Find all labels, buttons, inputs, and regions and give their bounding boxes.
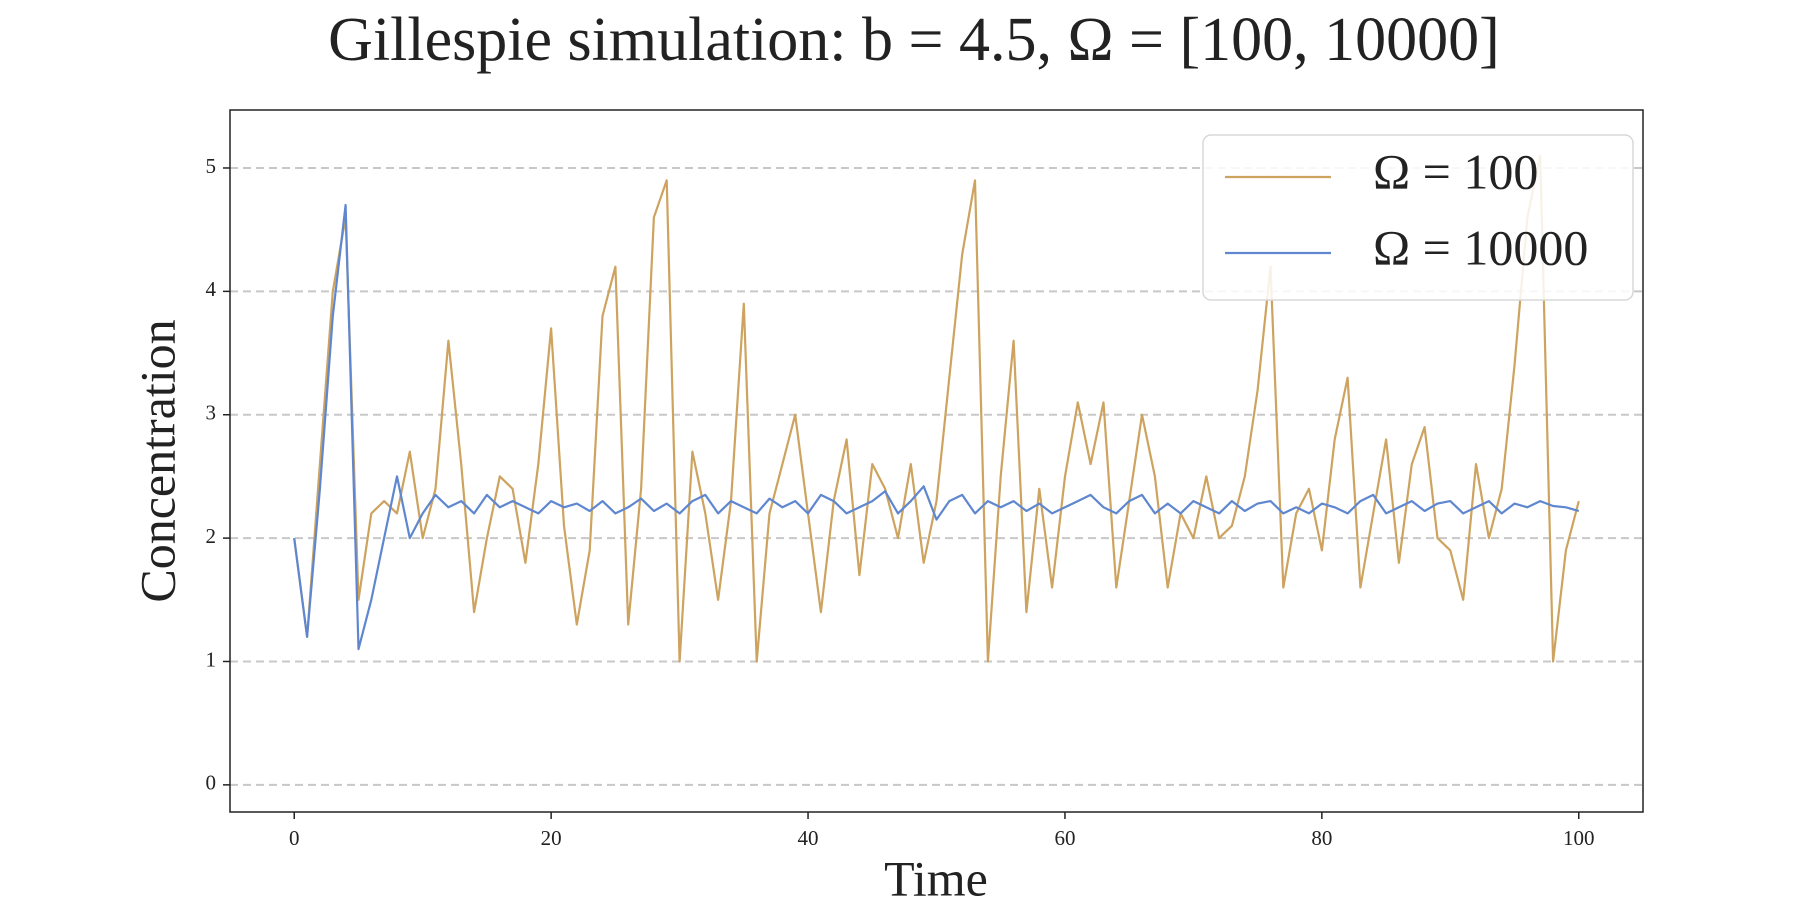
x-tick-label: 60 [1054, 826, 1075, 850]
legend-label: Ω = 10000 [1373, 219, 1588, 275]
y-tick-label: 4 [206, 277, 217, 301]
y-tick-label: 0 [206, 771, 217, 795]
x-tick-label: 80 [1311, 826, 1332, 850]
chart-title: Gillespie simulation: b = 4.5, Ω = [100,… [328, 6, 1500, 74]
y-tick-label: 2 [206, 524, 217, 548]
y-tick-label: 1 [206, 647, 217, 671]
plot-frame [229, 109, 1644, 813]
data-line [293, 154, 1580, 663]
y-tick-label: 5 [206, 154, 217, 178]
x-tick-label: 0 [289, 826, 300, 850]
x-tick-label: 100 [1563, 826, 1595, 850]
x-tick-label: 40 [798, 826, 819, 850]
data-line [293, 203, 1580, 651]
y-tick-label: 3 [206, 401, 217, 425]
x-tick-label: 20 [541, 826, 562, 850]
y-axis-label: Concentration [129, 319, 185, 602]
legend-label: Ω = 100 [1373, 143, 1538, 199]
x-axis-label: Time [884, 850, 988, 900]
